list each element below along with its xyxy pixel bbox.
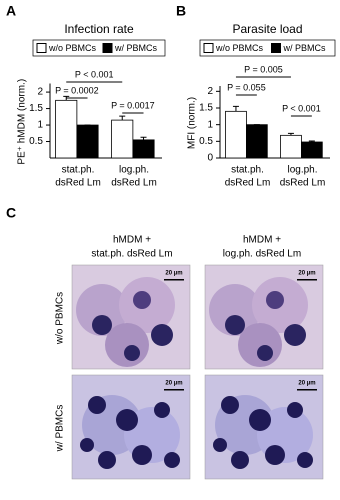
- cell: [297, 452, 313, 468]
- micrograph: 20 µm: [71, 264, 191, 370]
- scale-bar: [164, 279, 184, 281]
- cell: [221, 396, 239, 414]
- significance-label: P < 0.001: [75, 69, 114, 79]
- cell: [124, 345, 140, 361]
- x-tick-label: stat.ph.: [231, 165, 264, 176]
- cell: [225, 315, 245, 335]
- cell: [88, 396, 106, 414]
- y-axis-label: MFI (norm.): [187, 97, 198, 149]
- legend-swatch: [271, 43, 281, 53]
- legend-box: [32, 39, 166, 57]
- bar: [245, 124, 268, 159]
- error-bar: [232, 105, 239, 112]
- x-tick-label: dsRed Lm: [111, 178, 157, 189]
- significance-label: P = 0.0017: [111, 100, 155, 110]
- bar: [225, 110, 247, 159]
- cell: [209, 284, 261, 336]
- cell: [231, 451, 249, 469]
- panel-letter: A: [6, 3, 16, 19]
- scale-bar-label: 20 µm: [298, 271, 315, 277]
- micrograph: 20 µm: [71, 374, 191, 480]
- legend-label: w/ PBMCs: [283, 43, 327, 53]
- significance-label: P < 0.001: [282, 103, 321, 113]
- cell: [116, 409, 138, 431]
- row-label: w/o PBMCs: [55, 292, 66, 345]
- error-bar: [308, 140, 315, 142]
- legend-label: w/o PBMCs: [215, 43, 264, 53]
- panel-letter: B: [176, 3, 186, 19]
- scale-bar-label: 20 µm: [165, 381, 182, 387]
- x-tick-label: dsRed Lm: [55, 178, 101, 189]
- error-bar: [287, 132, 294, 136]
- cell: [98, 451, 116, 469]
- y-tick-label: 1: [37, 120, 43, 131]
- y-tick-label: 0.5: [29, 136, 43, 147]
- bar: [300, 141, 323, 159]
- cell: [76, 284, 128, 336]
- column-heading: log.ph. dsRed Lm: [223, 249, 301, 260]
- x-tick-label: dsRed Lm: [280, 178, 326, 189]
- cell: [105, 323, 149, 367]
- cell: [213, 438, 227, 452]
- bar: [76, 124, 99, 159]
- legend-label: w/ PBMCs: [114, 43, 158, 53]
- y-tick-label: 0.5: [199, 136, 213, 147]
- micrograph: 20 µm: [204, 374, 324, 480]
- column-heading: stat.ph. dsRed Lm: [91, 249, 172, 260]
- error-bar: [140, 136, 147, 140]
- y-tick-label: 1.5: [29, 103, 43, 114]
- cell: [164, 452, 180, 468]
- column-heading: hMDM +: [113, 235, 151, 246]
- scale-bar-label: 20 µm: [298, 381, 315, 387]
- cell: [257, 345, 273, 361]
- bar: [111, 119, 134, 159]
- error-bar: [119, 115, 126, 121]
- cell: [249, 409, 271, 431]
- x-tick-label: stat.ph.: [62, 165, 95, 176]
- cell: [154, 402, 170, 418]
- x-tick-label: log.ph.: [287, 165, 317, 176]
- y-tick-label: 1.5: [199, 103, 213, 114]
- significance-label: P = 0.0002: [55, 85, 99, 95]
- scale-bar: [164, 389, 184, 391]
- scale-bar-label: 20 µm: [165, 271, 182, 277]
- y-tick-label: 2: [37, 87, 43, 98]
- legend-label: w/o PBMCs: [48, 43, 97, 53]
- cell: [266, 291, 284, 309]
- legend-swatch: [36, 43, 47, 53]
- chart-title: Infection rate: [64, 22, 134, 36]
- cell: [284, 324, 306, 346]
- chart-title: Parasite load: [232, 22, 302, 36]
- cell: [151, 324, 173, 346]
- significance-label: P = 0.055: [227, 82, 266, 92]
- panel-letter: C: [6, 205, 16, 221]
- legend-swatch: [102, 43, 113, 53]
- cell: [238, 323, 282, 367]
- scale-bar: [297, 279, 317, 281]
- cell: [287, 402, 303, 418]
- x-tick-label: log.ph.: [119, 165, 149, 176]
- micrograph-panel: C hMDM + stat.ph. dsRed Lm hMDM + log.ph…: [6, 205, 324, 480]
- y-axis-label: PE⁺ hMDM (norm.): [17, 79, 28, 165]
- bar: [132, 139, 155, 159]
- y-tick-label: 1: [207, 119, 213, 130]
- cell: [133, 291, 151, 309]
- y-tick-label: 2: [207, 86, 213, 97]
- row-label: w/ PBMCs: [55, 405, 66, 453]
- legend-box: [199, 39, 336, 57]
- x-tick-label: dsRed Lm: [225, 178, 271, 189]
- cell: [80, 438, 94, 452]
- scale-bar: [297, 389, 317, 391]
- legend-swatch: [203, 43, 214, 53]
- significance-label: P = 0.005: [244, 64, 283, 74]
- bar: [55, 99, 78, 159]
- bar: [280, 134, 302, 159]
- y-tick-label: 0: [207, 153, 213, 164]
- cell: [265, 445, 285, 465]
- micrograph: 20 µm: [204, 264, 324, 370]
- cell: [92, 315, 112, 335]
- column-heading: hMDM +: [243, 235, 281, 246]
- cell: [132, 445, 152, 465]
